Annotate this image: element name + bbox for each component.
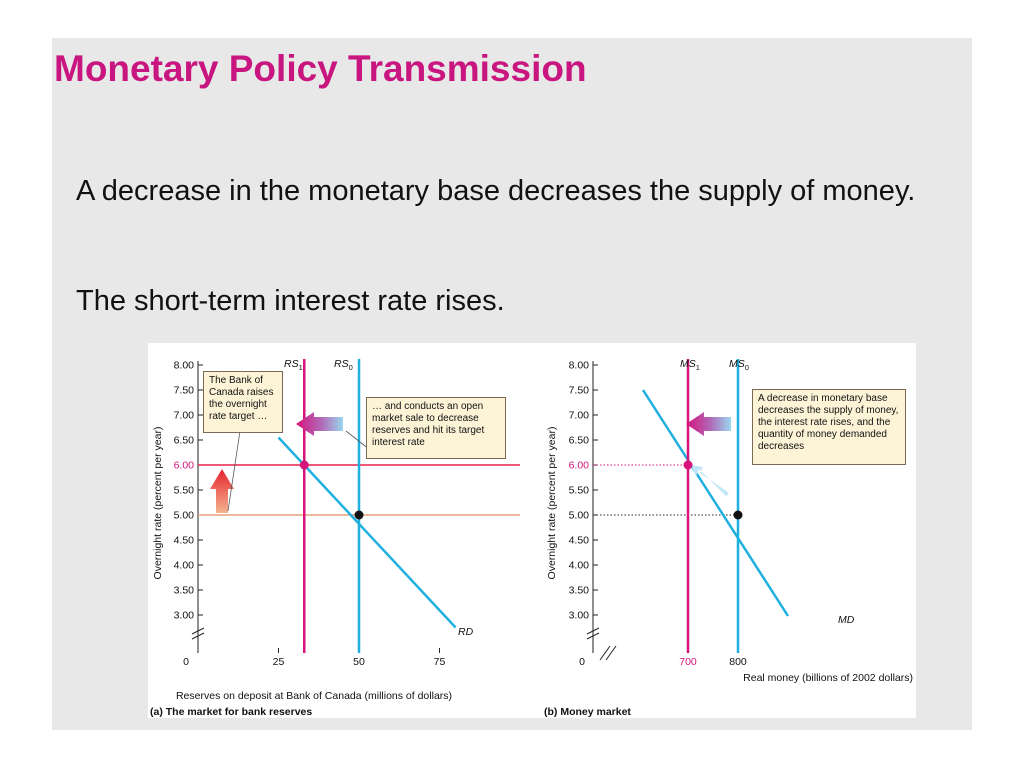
curve-label: RD xyxy=(458,626,474,638)
y-tick-label: 4.00 xyxy=(569,560,590,572)
y-tick-label: 7.00 xyxy=(174,410,195,422)
y-tick-label: 7.50 xyxy=(174,385,195,397)
equilibrium-point xyxy=(683,460,693,470)
y-tick-label: 8.00 xyxy=(569,360,590,372)
panel-b-x-axis-label: Real money (billions of 2002 dollars) xyxy=(743,672,913,684)
demand-curve-md xyxy=(641,389,790,617)
bullet-text: The short-term interest rate rises. xyxy=(76,285,505,317)
panel-b-y-ticks: 8.00 7.50 7.00 6.50 6.00 5.50 5.00 4.50 4.00 3.50… xyxy=(569,360,598,622)
rate-increase-arrow-icon xyxy=(210,469,234,513)
panel-b-chart: Overnight rate (percent per year) 8.00 7.… xyxy=(544,358,913,718)
equilibrium-point xyxy=(354,510,364,520)
y-tick-label: 3.50 xyxy=(569,585,590,597)
y-tick-label: 6.00 xyxy=(174,460,195,472)
supply-decrease-arrow-icon xyxy=(686,412,731,436)
y-tick-label: 7.50 xyxy=(569,385,590,397)
figure-panel: Overnight rate (percent per year) 8.00 7.… xyxy=(148,343,916,718)
y-tick-label: 8.00 xyxy=(174,360,195,372)
x-tick-label: 0 xyxy=(183,656,189,668)
y-tick-label: 5.00 xyxy=(569,510,590,522)
y-tick-label: 4.50 xyxy=(174,535,195,547)
panel-a-y-axis-label: Overnight rate (percent per year) xyxy=(152,427,164,580)
movement-along-demand-arrow-icon xyxy=(691,465,729,496)
curve-label: MS0 xyxy=(729,358,749,372)
axis-break-icon xyxy=(586,627,600,640)
y-tick-label: 6.50 xyxy=(174,435,195,447)
callout-bank-raises-rate: The Bank of Canada raises the overnight … xyxy=(203,371,283,433)
curve-label: MD xyxy=(838,614,855,626)
x-tick-label: 75 xyxy=(434,656,446,668)
panel-a-y-ticks: 8.00 7.50 7.00 6.50 6.00 5.50 5.00 4.50 4.00 3.50… xyxy=(174,360,203,622)
callout-leader-line xyxy=(227,430,241,512)
y-tick-label: 4.50 xyxy=(569,535,590,547)
equilibrium-point xyxy=(733,510,743,520)
panel-b-x-ticks: 0 700 800 xyxy=(579,656,747,668)
panel-b-y-axis-label: Overnight rate (percent per year) xyxy=(546,427,558,580)
curve-label: RS0 xyxy=(334,358,353,372)
y-tick-label: 3.00 xyxy=(174,610,195,622)
panel-a-x-axis-label: Reserves on deposit at Bank of Canada (m… xyxy=(176,690,452,702)
panel-b-caption: (b) Money market xyxy=(544,706,631,718)
panel-b-plot-area xyxy=(593,359,790,653)
panel-a-x-ticks: 0 25 50 75 xyxy=(183,648,445,668)
panel-a-chart: Overnight rate (percent per year) 8.00 7.… xyxy=(150,358,520,718)
x-tick-label: 25 xyxy=(273,656,285,668)
y-tick-label: 3.50 xyxy=(174,585,195,597)
slide-title: Monetary Policy Transmission xyxy=(54,48,587,89)
x-tick-label: 800 xyxy=(729,656,747,668)
y-tick-label: 5.00 xyxy=(174,510,195,522)
axis-break-icon xyxy=(191,627,205,640)
y-tick-label: 6.50 xyxy=(569,435,590,447)
figure-svg: Overnight rate (percent per year) 8.00 7.… xyxy=(150,358,913,718)
panel-a-curve-labels: RS1 RS0 RD xyxy=(284,358,474,638)
x-tick-label: 0 xyxy=(579,656,585,668)
x-tick-label: 700 xyxy=(679,656,697,668)
y-tick-label: 6.00 xyxy=(569,460,590,472)
y-tick-label: 4.00 xyxy=(174,560,195,572)
y-tick-label: 7.00 xyxy=(569,410,590,422)
curve-label: RS1 xyxy=(284,358,303,372)
bullet-text: A decrease in the monetary base decrease… xyxy=(76,175,916,207)
y-tick-label: 5.50 xyxy=(569,485,590,497)
panel-a-caption: (a) The market for bank reserves xyxy=(150,706,312,718)
demand-curve-rd xyxy=(277,436,457,629)
equilibrium-point xyxy=(299,460,309,470)
y-tick-label: 5.50 xyxy=(174,485,195,497)
axis-break-icon xyxy=(599,645,617,661)
panel-a-plot-area xyxy=(198,359,520,653)
supply-decrease-arrow-icon xyxy=(296,412,343,436)
x-tick-label: 50 xyxy=(353,656,365,668)
callout-open-market-sale: … and conducts an open market sale to de… xyxy=(366,397,506,459)
curve-label: MS1 xyxy=(680,358,700,372)
y-tick-label: 3.00 xyxy=(569,610,590,622)
callout-money-supply-decrease: A decrease in monetary base decreases th… xyxy=(752,389,906,465)
panel-b-curve-labels: MS1 MS0 MD xyxy=(680,358,855,626)
